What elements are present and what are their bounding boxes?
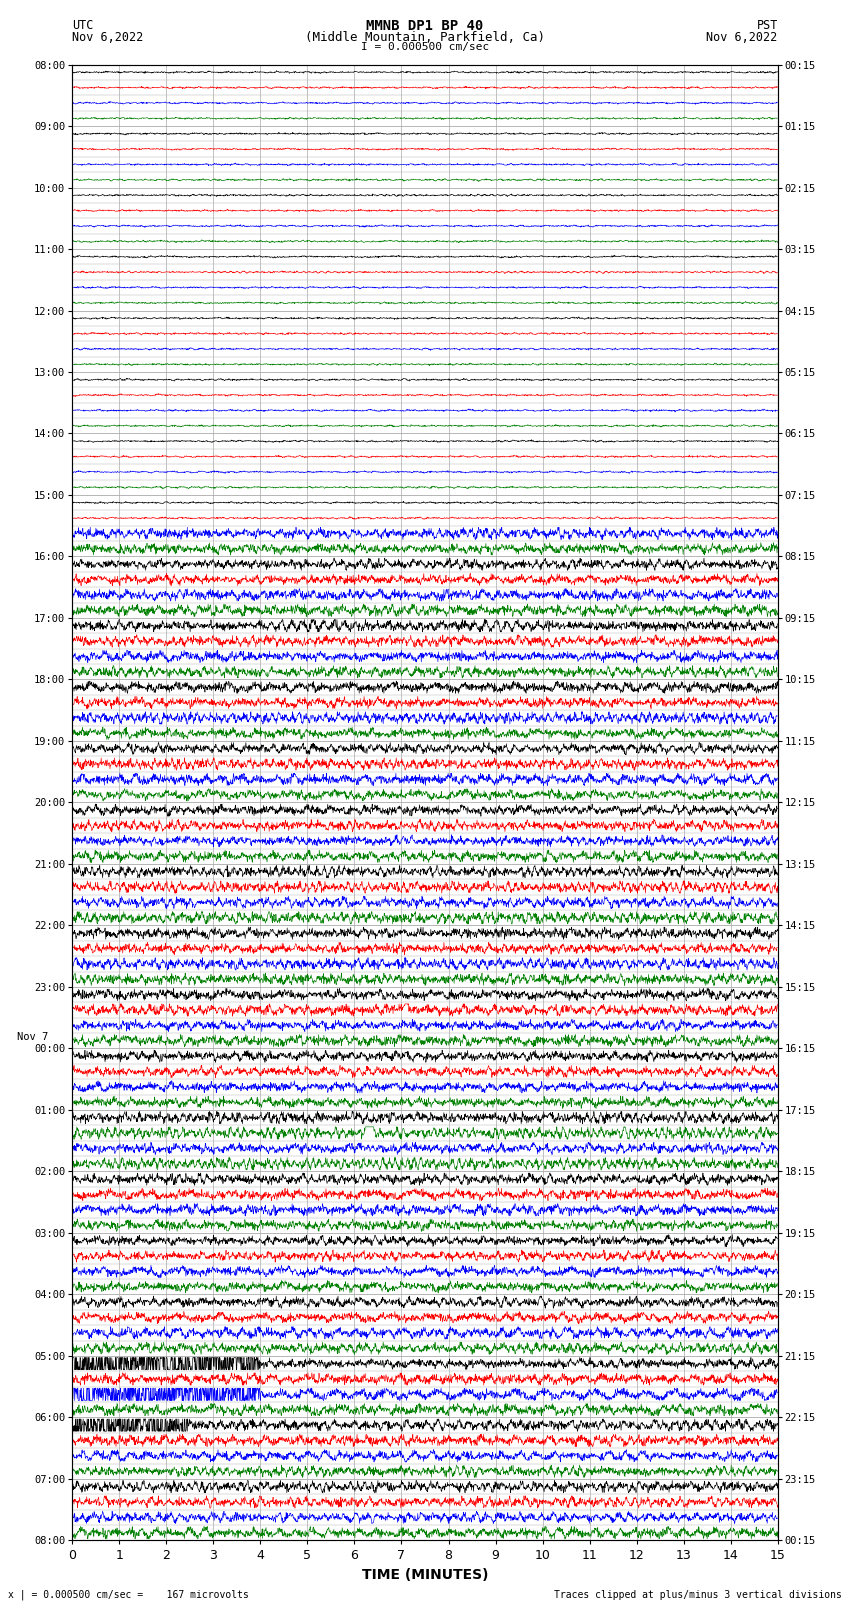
Text: Nov 7: Nov 7 <box>18 1032 48 1042</box>
X-axis label: TIME (MINUTES): TIME (MINUTES) <box>362 1568 488 1582</box>
Text: x | = 0.000500 cm/sec =    167 microvolts: x | = 0.000500 cm/sec = 167 microvolts <box>8 1589 249 1600</box>
Text: (Middle Mountain, Parkfield, Ca): (Middle Mountain, Parkfield, Ca) <box>305 31 545 44</box>
Text: I = 0.000500 cm/sec: I = 0.000500 cm/sec <box>361 42 489 52</box>
Text: MMNB DP1 BP 40: MMNB DP1 BP 40 <box>366 19 484 34</box>
Text: Traces clipped at plus/minus 3 vertical divisions: Traces clipped at plus/minus 3 vertical … <box>553 1590 842 1600</box>
Text: Nov 6,2022: Nov 6,2022 <box>706 31 778 44</box>
Text: UTC: UTC <box>72 19 94 32</box>
Text: Nov 6,2022: Nov 6,2022 <box>72 31 144 44</box>
Text: PST: PST <box>756 19 778 32</box>
